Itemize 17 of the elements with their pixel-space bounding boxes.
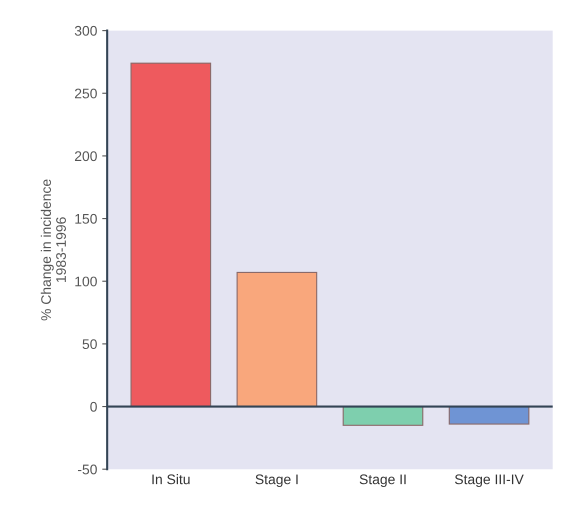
y-tick-label: 100 (75, 276, 97, 286)
x-tick-label: In Situ (152, 474, 190, 484)
y-tick-label: 300 (74, 26, 97, 36)
y-tick-label: -50 (78, 464, 97, 474)
x-tick-label: Stage I (256, 474, 298, 488)
y-tick-label: 50 (82, 339, 97, 350)
y-tick-label: 200 (74, 151, 97, 162)
bar (236, 272, 318, 408)
x-tick-label: Stage III-IV (454, 474, 524, 488)
y-tick-label: 250 (74, 88, 97, 98)
bar (130, 62, 212, 408)
bar (448, 406, 530, 425)
x-tick-label: Stage II (360, 474, 406, 488)
bar (342, 406, 424, 426)
y-tick-label: 150 (75, 214, 97, 224)
y-tick-label: 0 (90, 402, 97, 412)
y-axis-title: % Change in incidence 1983-1996 (40, 179, 66, 320)
